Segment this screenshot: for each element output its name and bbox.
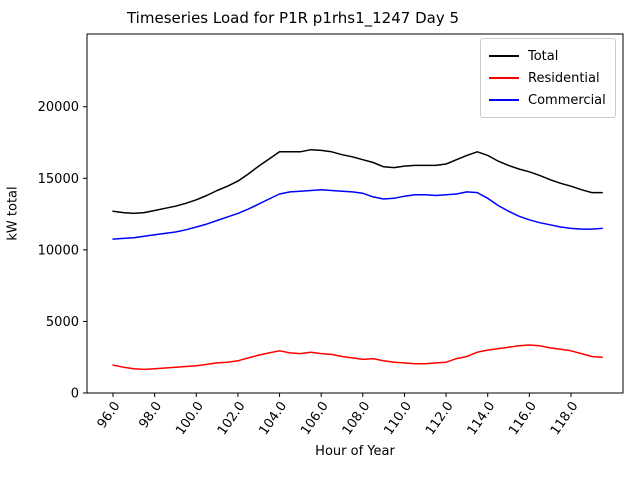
total-line [112, 148, 603, 215]
x-tick-label: 98.0 [136, 399, 165, 431]
x-tick-label: 100.0 [173, 399, 207, 438]
x-tick-label: 102.0 [215, 399, 249, 438]
x-tick-label: 114.0 [465, 399, 499, 438]
residential-line [112, 344, 603, 371]
residential-line-swatch [489, 77, 519, 79]
legend-entry-total: Total [489, 45, 607, 67]
legend-label-residential: Residential [528, 70, 600, 86]
total-line-swatch [489, 55, 519, 57]
commercial-line-swatch [489, 99, 519, 101]
legend-label-commercial: Commercial [528, 92, 606, 108]
legend-label-total: Total [528, 48, 559, 64]
y-axis-label: kW total [5, 186, 21, 241]
y-tick-label: 5000 [46, 315, 79, 330]
x-tick-label: 110.0 [381, 399, 415, 438]
x-axis-label: Hour of Year [315, 444, 395, 459]
x-tick-label: 108.0 [340, 399, 374, 438]
x-tick-label: 118.0 [548, 399, 582, 438]
chart-title: Timeseries Load for P1R p1rhs1_1247 Day … [126, 9, 460, 27]
y-tick-label: 10000 [38, 243, 79, 258]
y-tick-label: 20000 [38, 100, 79, 115]
x-tick-label: 116.0 [506, 399, 540, 438]
x-tick-label: 106.0 [298, 399, 332, 438]
x-tick-label: 112.0 [423, 399, 457, 438]
y-tick-label: 15000 [38, 172, 79, 187]
legend: Total Residential Commercial [480, 38, 616, 118]
legend-entry-residential: Residential [489, 67, 607, 89]
y-tick-label: 0 [71, 387, 79, 402]
axes-frame [86, 33, 624, 394]
legend-entry-commercial: Commercial [489, 89, 607, 111]
x-tick-label: 96.0 [95, 399, 124, 431]
x-tick-label: 104.0 [256, 399, 290, 438]
commercial-line [112, 188, 603, 240]
